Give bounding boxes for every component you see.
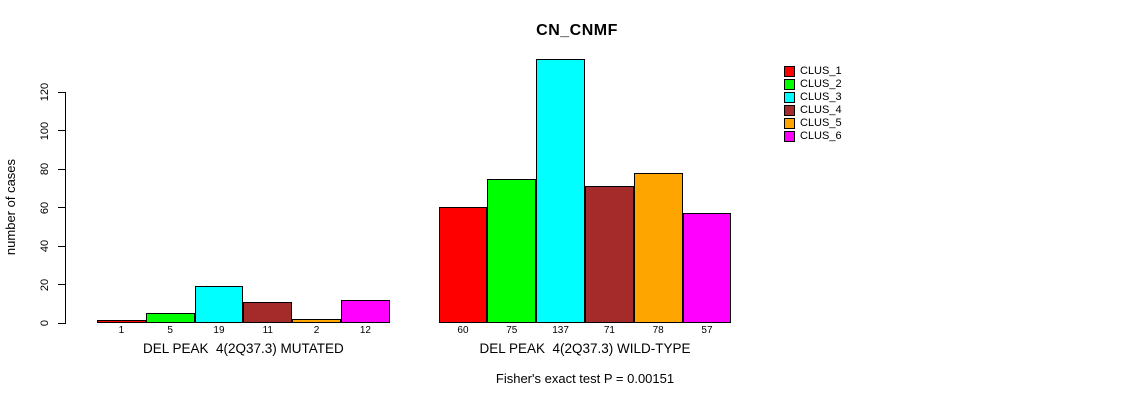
bar-value-label: 2 [313, 325, 320, 336]
bar-value-label: 57 [701, 325, 713, 336]
legend-swatch-clus_6 [784, 131, 795, 142]
chart-title: CN_CNMF [536, 22, 618, 39]
legend-swatch-clus_2 [784, 79, 795, 90]
y-axis-label: number of cases [3, 158, 18, 256]
y-tick-mark [58, 322, 65, 324]
y-tick-label: 80 [39, 162, 51, 176]
legend-swatch-clus_3 [784, 92, 795, 103]
y-tick-mark [58, 284, 65, 285]
legend-swatch-clus_1 [784, 66, 795, 77]
y-tick-label: 40 [39, 239, 51, 253]
bar-value-label: 12 [359, 325, 371, 336]
bar-clus_1-group2 [438, 207, 488, 323]
group-label: DEL PEAK 4(2Q37.3) MUTATED [142, 341, 344, 356]
bar-clus_4-group2 [585, 186, 634, 323]
y-tick-mark [58, 207, 65, 208]
bar-value-label: 78 [652, 325, 664, 336]
bar-value-label: 1 [118, 325, 125, 336]
y-tick-mark [58, 245, 65, 247]
legend-label-clus_5: CLUS_5 [800, 117, 842, 129]
legend-swatch-clus_4 [784, 105, 795, 116]
bar-clus_3-group2 [536, 59, 585, 323]
bar-value-label: 11 [262, 325, 273, 336]
y-tick-mark [58, 91, 65, 93]
legend-label-clus_3: CLUS_3 [800, 91, 842, 103]
legend-label-clus_2: CLUS_2 [800, 78, 842, 90]
bar-clus_4-group1 [243, 302, 293, 323]
bar-clus_3-group1 [194, 286, 244, 323]
bar-clus_5-group2 [633, 173, 683, 323]
bar-clus_2-group1 [145, 313, 195, 323]
y-axis-line [65, 92, 66, 324]
y-tick-label: 100 [39, 121, 51, 140]
annotation-text: Fisher's exact test P = 0.00151 [495, 371, 675, 386]
y-tick-label: 120 [39, 82, 51, 102]
legend-label-clus_6: CLUS_6 [800, 130, 842, 142]
legend-swatch-clus_5 [784, 118, 795, 129]
bar-value-label: 75 [506, 325, 518, 336]
legend-label-clus_4: CLUS_4 [800, 104, 842, 116]
y-tick-label: 20 [39, 278, 51, 291]
bar-clus_2-group2 [487, 179, 537, 323]
y-tick-mark [58, 130, 65, 131]
group-label: DEL PEAK 4(2Q37.3) WILD-TYPE [479, 341, 691, 356]
y-tick-label: 60 [39, 201, 51, 214]
y-tick-label: 0 [39, 319, 51, 327]
bar-clus_5-group1 [292, 319, 341, 323]
y-tick-mark [58, 168, 65, 170]
bar-clus_1-group1 [97, 320, 146, 323]
bar-clus_6-group2 [682, 213, 732, 323]
bar-value-label: 71 [603, 325, 615, 336]
bar-value-label: 137 [552, 325, 569, 336]
bar-value-label: 5 [167, 325, 173, 336]
legend-label-clus_1: CLUS_1 [800, 65, 842, 77]
bar-value-label: 19 [213, 325, 225, 336]
bar-value-label: 60 [457, 325, 469, 336]
bar-clus_6-group1 [341, 300, 390, 323]
